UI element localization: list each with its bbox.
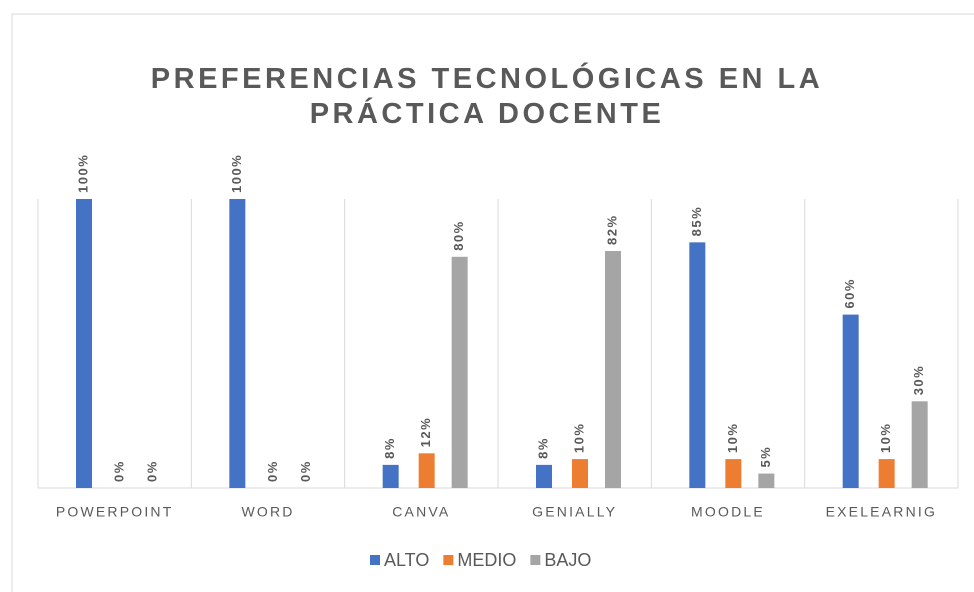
data-label: 85% [689,206,704,237]
bar [76,199,92,488]
bar [382,464,399,488]
data-label: 0% [144,460,159,482]
legend-swatch [530,555,541,565]
legend-swatch [443,555,454,565]
data-label: 80% [451,220,466,251]
data-label: 60% [842,278,857,309]
bar [536,464,552,488]
data-label: 12% [418,417,433,448]
data-label: 100% [75,154,90,193]
legend-label: MEDIO [457,550,516,570]
data-label: 10% [878,423,893,454]
data-label: 0% [265,460,280,482]
bar [758,473,775,488]
legend-label: BAJO [544,550,591,570]
data-label: 8% [382,437,397,459]
chart-title: PREFERENCIAS TECNOLÓGICAS EN LA PRÁCTICA… [150,63,824,130]
data-label: 30% [911,365,926,396]
data-label: 0% [298,460,313,482]
legend-swatch [370,555,380,565]
bar [451,256,468,488]
bar [878,459,895,488]
data-label: 82% [604,214,619,245]
bar [418,453,435,488]
bar [605,251,621,488]
x-tick-label: MOODLE [691,504,765,520]
bar [572,459,588,488]
x-tick-label: CANVA [392,504,450,520]
x-tick-label: POWERPOINT [56,504,174,520]
bar [725,459,742,488]
data-label: 10% [725,423,740,454]
bar [229,199,246,488]
bar [911,401,928,488]
chart-border [11,13,974,592]
legend-label: ALTO [384,550,429,570]
bar [689,242,706,488]
x-tick-label: WORD [241,504,294,520]
x-tick-label: EXELEARNIG [826,504,937,520]
x-tick-label: GENIALLY [532,504,617,520]
data-label: 5% [758,446,773,468]
data-label: 10% [571,423,586,454]
data-label: 100% [229,154,244,193]
data-label: 0% [111,460,126,482]
data-label: 8% [535,437,550,459]
bar [842,314,859,488]
